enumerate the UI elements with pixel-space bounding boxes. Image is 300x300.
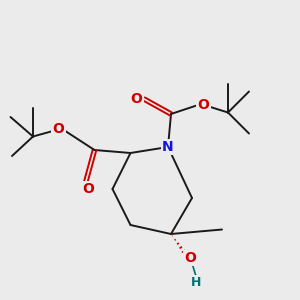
Text: O: O bbox=[130, 92, 142, 106]
Text: O: O bbox=[197, 98, 209, 112]
Text: N: N bbox=[162, 140, 174, 154]
Text: O: O bbox=[52, 122, 64, 136]
Text: O: O bbox=[184, 251, 196, 265]
Text: O: O bbox=[82, 182, 94, 196]
Text: H: H bbox=[191, 276, 202, 289]
